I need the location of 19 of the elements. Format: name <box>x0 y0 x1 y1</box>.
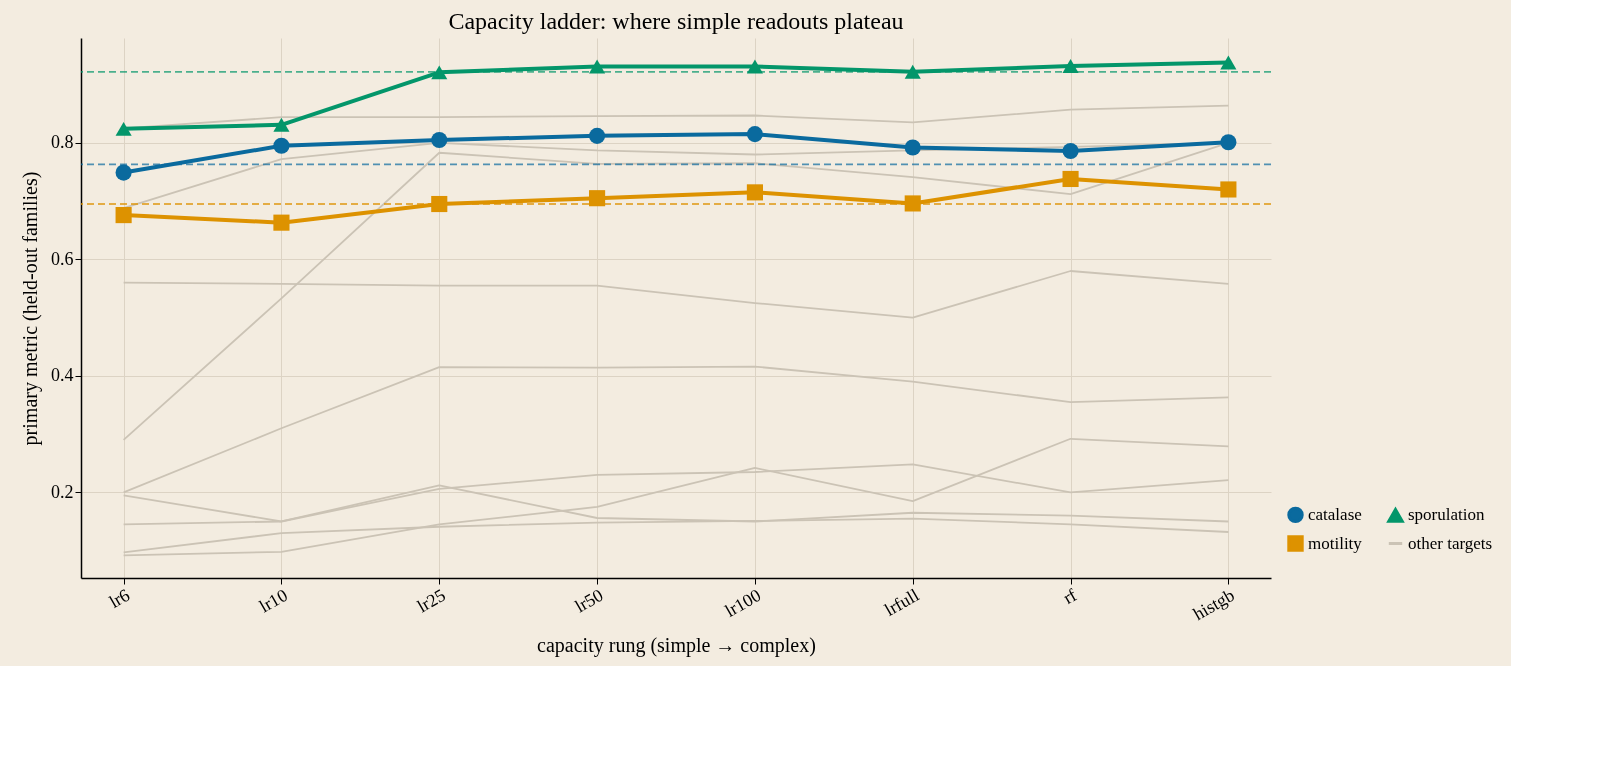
y-tick-label: 0.6 <box>51 248 74 269</box>
x-tick-label: lr50 <box>571 584 607 617</box>
y-tick-label: 0.8 <box>51 132 74 153</box>
legend-label: catalase <box>1308 504 1362 524</box>
y-axis-title: primary metric (held-out families) <box>19 171 42 446</box>
x-tick-label: lr25 <box>413 584 449 617</box>
x-axis-title: capacity rung (simple → complex) <box>537 634 816 658</box>
chart-title: Capacity ladder: where simple readouts plateau <box>448 8 904 34</box>
x-tick-label: rf <box>1059 584 1081 609</box>
x-tick-label: lr100 <box>721 584 765 622</box>
x-tick-label: histgb <box>1189 584 1238 625</box>
y-tick-label: 0.2 <box>51 481 74 502</box>
x-tick-label: lrfull <box>881 584 923 621</box>
x-tick-label: lr6 <box>105 584 134 613</box>
legend-label: sporulation <box>1408 505 1485 525</box>
y-tick-label: 0.4 <box>51 365 74 386</box>
legend-label: other targets <box>1408 533 1493 553</box>
x-tick-label: lr10 <box>255 584 291 617</box>
legend-label: motility <box>1308 533 1363 553</box>
